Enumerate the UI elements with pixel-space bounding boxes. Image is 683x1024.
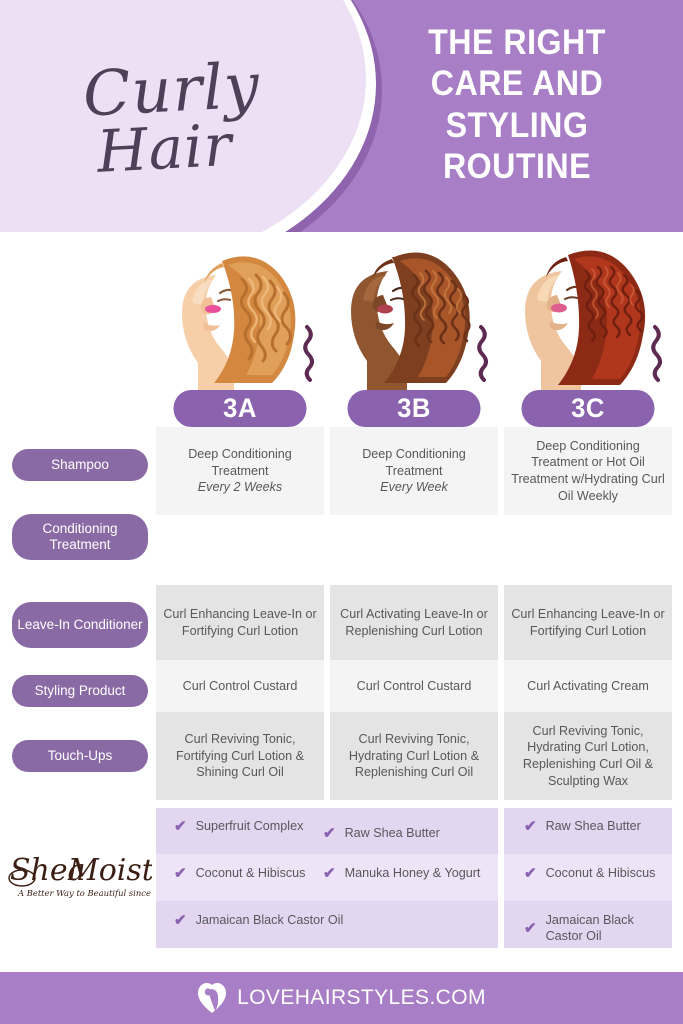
check-icon: ✔ xyxy=(174,817,187,835)
cell-text: Deep Conditioning Treatment or Hot Oil T… xyxy=(511,438,665,503)
cell-text: Deep Conditioning Treatment xyxy=(362,446,466,478)
table-column-3c: Curl Activating Shampoo Deep Conditionin… xyxy=(504,427,672,800)
table-column-3b: Curl Activating Shampoo Deep Conditionin… xyxy=(330,427,498,800)
row-label-column: Shampoo Conditioning Treatment Leave-In … xyxy=(0,427,156,800)
script-title-line2: Hair xyxy=(95,110,235,186)
footer-site-name: LOVEHAIRSTYLES.COM xyxy=(237,986,486,1009)
table-cell: Curl Activating Leave-In or Replenishing… xyxy=(330,585,498,660)
row-label-styling-product: Styling Product xyxy=(12,675,148,707)
row-label-touch-ups: Touch-Ups xyxy=(12,740,148,772)
svg-text:Moisture: Moisture xyxy=(67,853,152,888)
table-cell: Deep Conditioning Treatment Every 2 Week… xyxy=(156,427,324,515)
table-cell: Deep Conditioning Treatment Every Week xyxy=(330,427,498,515)
table-cell: Curl Enhancing Leave-In or Fortifying Cu… xyxy=(156,585,324,660)
table-cell: Curl Reviving Tonic, Fortifying Curl Lot… xyxy=(156,712,324,800)
cell-text: Curl Reviving Tonic, Hydrating Curl Loti… xyxy=(348,731,480,780)
ingredient-item: ✔ Jamaican Black Castor Oil xyxy=(174,912,343,928)
cell-text: Deep Conditioning Treatment xyxy=(188,446,292,478)
table-cell: Curl Enhancing Leave-In or Fortifying Cu… xyxy=(504,585,672,660)
ingredient-label: Coconut & Hibiscus xyxy=(195,866,306,880)
row-label-shampoo: Shampoo xyxy=(12,449,148,481)
table-cell: Curl Control Custard xyxy=(330,660,498,712)
table-cell: Curl Activating Cream xyxy=(504,660,672,712)
ingredient-label: Coconut & Hibiscus xyxy=(545,866,656,880)
ingredient-item: ✔ Raw Shea Butter xyxy=(323,825,440,841)
ingredients-section: Shea Moisture A Better Way to Beautiful … xyxy=(0,808,683,948)
script-title: Curly Hair xyxy=(6,18,336,218)
hair-type-pill-3c: 3C xyxy=(521,390,655,427)
check-icon: ✔ xyxy=(524,817,537,835)
header-banner: Curly Hair THE RIGHT CARE AND STYLING RO… xyxy=(0,0,683,232)
ingredients-block-3a-3b: ✔ Superfruit Complex ✔ Coconut & Hibiscu… xyxy=(156,808,498,948)
ingredient-item: ✔ Superfruit Complex xyxy=(174,818,303,834)
routine-table: Shampoo Conditioning Treatment Leave-In … xyxy=(0,427,683,800)
ingredients-block-3c: ✔ Raw Shea Butter ✔ Coconut & Hibiscus ✔… xyxy=(504,808,672,948)
cell-text: Curl Reviving Tonic, Fortifying Curl Lot… xyxy=(175,731,305,780)
hair-type-pill-3b: 3B xyxy=(347,390,481,427)
script-title-line1: Curly xyxy=(80,48,262,131)
ingredient-stripe xyxy=(156,808,498,854)
ingredient-item: ✔ Manuka Honey & Yogurt xyxy=(323,865,480,881)
cell-text: Curl Enhancing Leave-In or Fortifying Cu… xyxy=(163,606,317,638)
ingredient-label: Raw Shea Butter xyxy=(545,819,641,833)
header-headline: THE RIGHT CARE AND STYLING ROUTINE xyxy=(428,23,606,186)
ingredient-stripe xyxy=(156,901,498,948)
curly-hair-illustration-3b xyxy=(330,235,498,395)
check-icon: ✔ xyxy=(524,864,537,882)
figure-column-3a: 3A xyxy=(156,232,324,427)
cell-text: Curl Control Custard xyxy=(182,678,298,693)
table-cell: Curl Reviving Tonic, Hydrating Curl Loti… xyxy=(504,712,672,800)
ingredient-item: ✔ Raw Shea Butter xyxy=(524,818,641,834)
table-column-3a: Curl Enhancing Shampoo Deep Conditioning… xyxy=(156,427,324,800)
ingredient-stripe xyxy=(504,854,672,901)
hair-type-pill-3a: 3A xyxy=(173,390,307,427)
row-label-conditioning-treatment: Conditioning Treatment xyxy=(12,514,148,560)
ingredient-stripe xyxy=(156,854,498,901)
cell-frequency: Every 2 Weeks xyxy=(197,480,283,495)
figure-column-3b: 3B xyxy=(330,232,498,427)
header-circle xyxy=(0,0,366,232)
ingredient-label: Manuka Honey & Yogurt xyxy=(344,866,481,880)
lovehairstyles-heart-icon xyxy=(198,983,227,1013)
ingredient-stripe xyxy=(504,808,672,854)
row-label-leave-in-conditioner: Leave-In Conditioner xyxy=(12,602,148,648)
cell-text: Curl Reviving Tonic, Hydrating Curl Loti… xyxy=(522,723,654,788)
curly-hair-illustration-3c xyxy=(504,235,672,395)
footer-bar: LOVEHAIRSTYLES.COM xyxy=(0,972,683,1024)
ingredient-stripe xyxy=(504,901,672,948)
sheamoisture-logo: Shea Moisture A Better Way to Beautiful … xyxy=(6,836,152,916)
check-icon: ✔ xyxy=(174,911,187,929)
cell-text: Curl Enhancing Leave-In or Fortifying Cu… xyxy=(511,606,665,638)
table-cell: Curl Control Custard xyxy=(156,660,324,712)
ingredient-item: ✔ Coconut & Hibiscus xyxy=(524,865,655,881)
ingredient-label: Jamaican Black Castor Oil xyxy=(545,913,634,944)
cell-text: Curl Activating Cream xyxy=(527,678,649,693)
curly-hair-illustration-3a xyxy=(156,235,324,395)
ingredient-label: Raw Shea Butter xyxy=(344,826,440,840)
figure-column-3c: 3C xyxy=(504,232,672,427)
figure-row: 3A xyxy=(0,232,683,427)
check-icon: ✔ xyxy=(174,864,187,882)
ingredient-label: Superfruit Complex xyxy=(195,819,304,833)
check-icon: ✔ xyxy=(323,824,336,842)
cell-text: Curl Control Custard xyxy=(356,678,472,693)
ingredient-item: ✔ Coconut & Hibiscus xyxy=(174,865,305,881)
ingredient-item: ✔ Jamaican Black Castor Oil xyxy=(524,912,672,945)
check-icon: ✔ xyxy=(524,919,537,937)
table-cell: Deep Conditioning Treatment or Hot Oil T… xyxy=(504,427,672,515)
check-icon: ✔ xyxy=(323,864,336,882)
cell-text: Curl Activating Leave-In or Replenishing… xyxy=(340,606,488,638)
cell-frequency: Every Week xyxy=(380,480,448,495)
table-cell: Curl Reviving Tonic, Hydrating Curl Loti… xyxy=(330,712,498,800)
svg-text:A Better Way to Beautiful sinc: A Better Way to Beautiful since 1912 xyxy=(17,888,152,898)
ingredient-label: Jamaican Black Castor Oil xyxy=(195,913,344,927)
